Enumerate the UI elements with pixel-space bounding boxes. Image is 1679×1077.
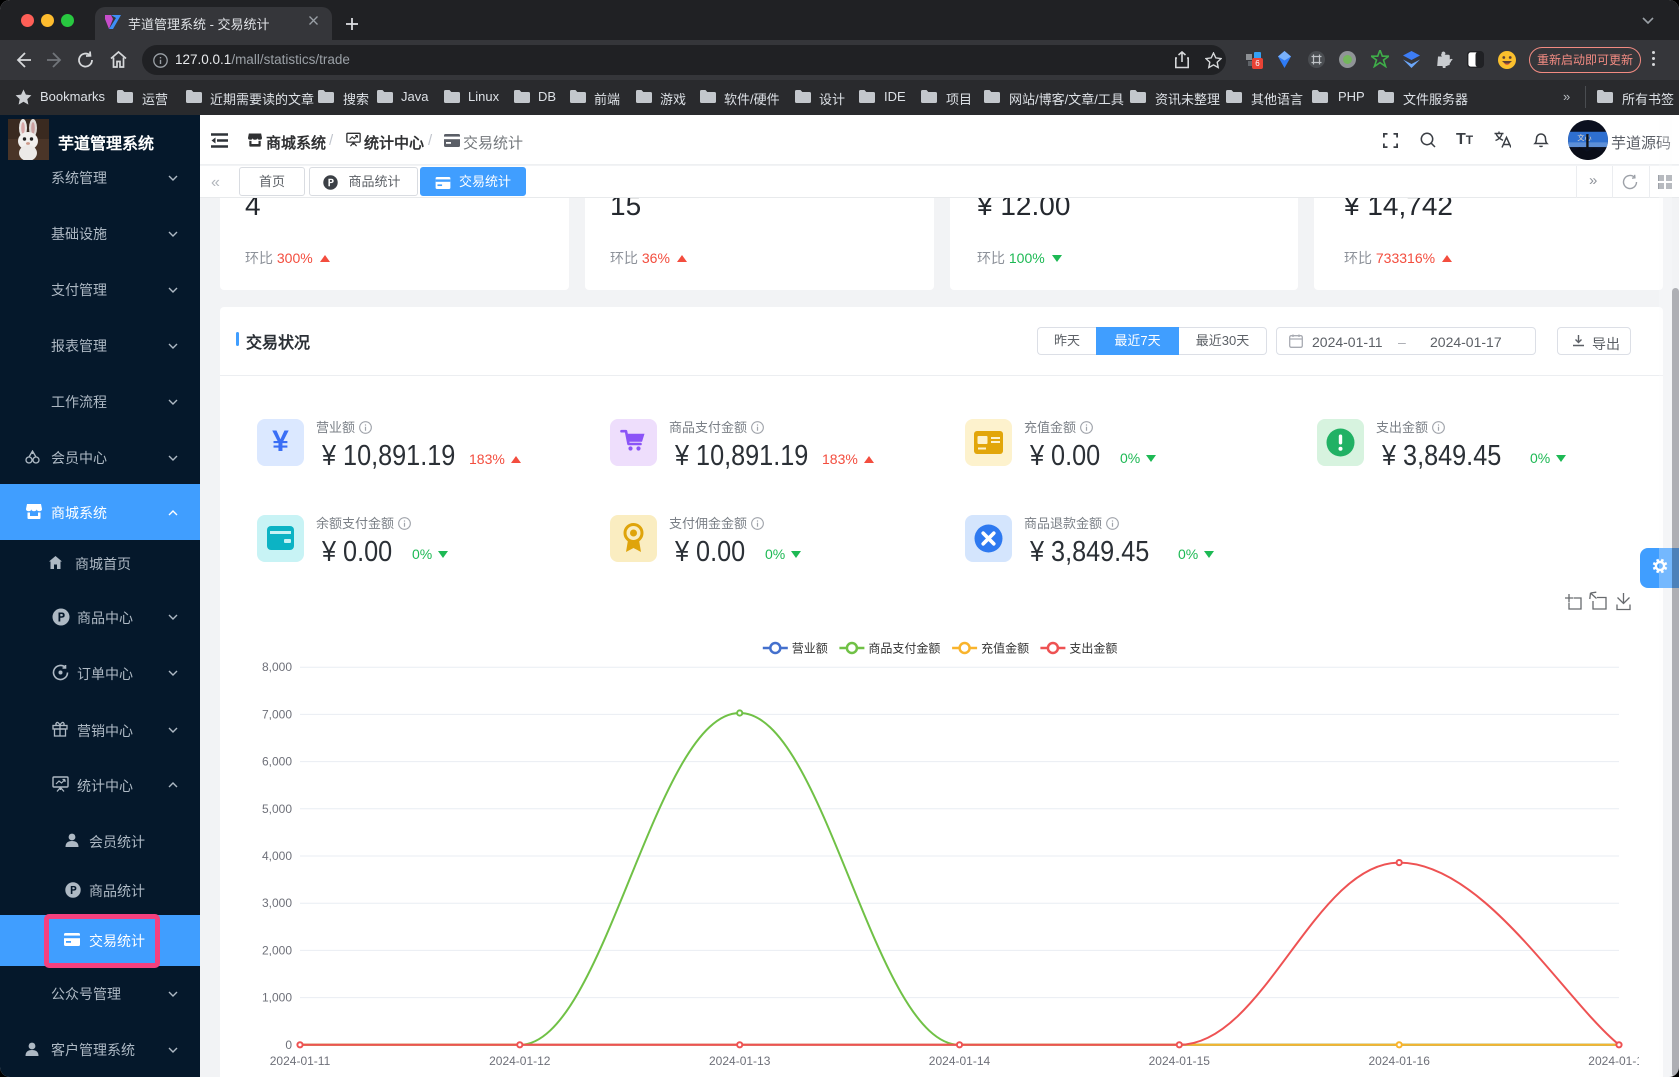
svg-text:0: 0 — [285, 1038, 292, 1052]
svg-text:2,000: 2,000 — [262, 943, 292, 957]
svg-text:2024-01-13: 2024-01-13 — [709, 1054, 771, 1068]
svg-text:文心: 文心 — [1577, 133, 1591, 142]
svg-text:7,000: 7,000 — [262, 707, 292, 721]
svg-text:支出金额: 支出金额 — [1069, 641, 1117, 656]
svg-text:5,000: 5,000 — [262, 802, 292, 816]
svg-text:2024-01-16: 2024-01-16 — [1369, 1054, 1431, 1068]
svg-text:2024-01-15: 2024-01-15 — [1149, 1054, 1211, 1068]
svg-text:6,000: 6,000 — [262, 755, 292, 769]
svg-text:4,000: 4,000 — [262, 849, 292, 863]
svg-text:2024-01-14: 2024-01-14 — [929, 1054, 991, 1068]
svg-text:8,000: 8,000 — [262, 660, 292, 674]
svg-text:2024-01-12: 2024-01-12 — [489, 1054, 551, 1068]
svg-text:3,000: 3,000 — [262, 896, 292, 910]
svg-text:1,000: 1,000 — [262, 991, 292, 1005]
svg-text:充值金额: 充值金额 — [981, 641, 1029, 656]
svg-text:商品支付金额: 商品支付金额 — [868, 641, 940, 656]
svg-text:2024-01-11: 2024-01-11 — [270, 1054, 331, 1068]
svg-text:营业额: 营业额 — [792, 642, 828, 656]
svg-text:2024-01-17: 2024-01-17 — [1588, 1054, 1639, 1068]
